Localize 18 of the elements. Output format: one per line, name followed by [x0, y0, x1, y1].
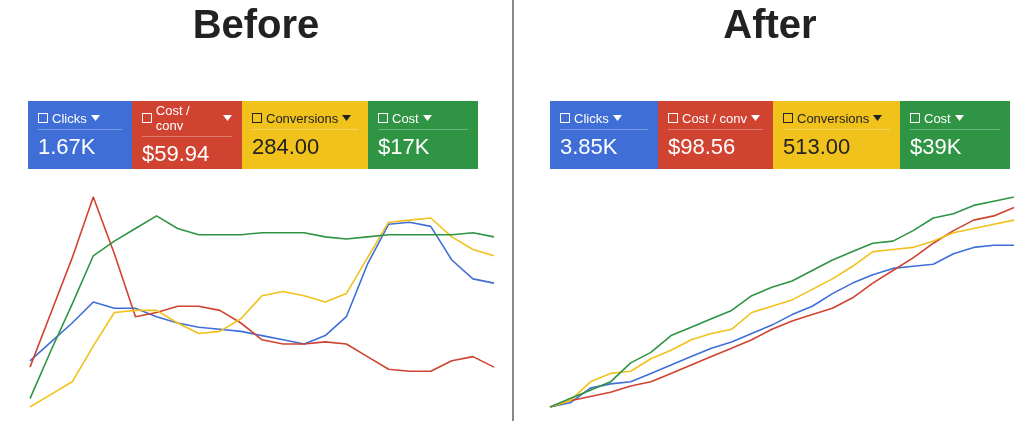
text: $59.94 — [142, 141, 211, 167]
text: $98.56 — [668, 133, 737, 160]
text: $39K — [910, 133, 963, 160]
text: $17K — [378, 133, 431, 160]
text: 284.00 — [252, 133, 321, 160]
legend-label: Cost / conv — [682, 110, 748, 126]
text: 1.67K — [38, 133, 97, 160]
legend-label: Cost — [924, 110, 951, 126]
legend-label: Clicks — [52, 110, 87, 126]
legend-label: Conversions — [266, 110, 339, 126]
legend-label: Cost / conv — [155, 103, 191, 133]
legend-label: Conversions — [797, 110, 870, 126]
chart-title: Before — [191, 2, 321, 47]
text: 3.85K — [560, 133, 619, 160]
legend-label: Cost — [392, 110, 419, 126]
legend-label: Clicks — [574, 110, 609, 126]
chart-title: After — [722, 2, 818, 47]
text: 513.00 — [783, 133, 852, 160]
